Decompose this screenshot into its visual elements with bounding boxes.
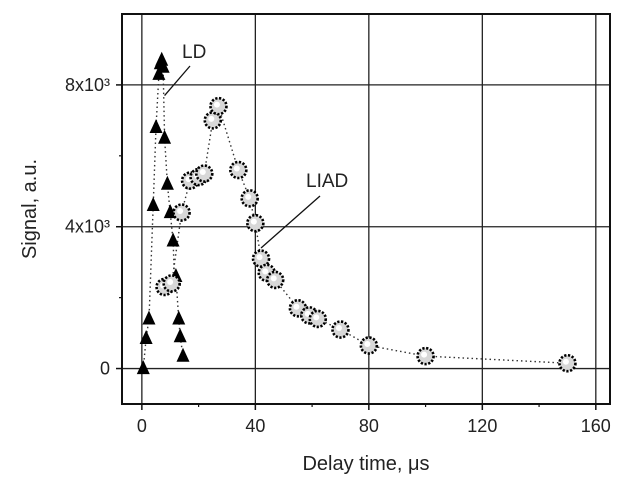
series-line-liad — [164, 104, 568, 364]
axis-ticks: 0 40 80 120 160 0 4x10³ 8x10³ — [65, 75, 611, 436]
point-liad-18 — [359, 336, 379, 355]
point-liad-20 — [558, 353, 577, 373]
point-ld-0 — [136, 360, 150, 375]
point-liad-11 — [251, 249, 271, 268]
point-ld-5 — [152, 65, 166, 80]
x-tick-label-160: 160 — [581, 416, 611, 436]
x-tick-label-80: 80 — [359, 416, 379, 436]
point-liad-6 — [203, 111, 223, 130]
point-ld-15 — [172, 310, 186, 325]
point-liad-10 — [246, 213, 265, 233]
point-ld-16 — [173, 328, 187, 343]
point-ld-4 — [149, 119, 163, 134]
x-tick-label-40: 40 — [245, 416, 265, 436]
point-liad-13 — [265, 270, 285, 290]
series-lines — [142, 57, 568, 369]
point-ld-7 — [155, 51, 169, 66]
y-tick-label-0: 0 — [100, 359, 110, 379]
point-ld-2 — [142, 310, 156, 325]
point-ld-9 — [158, 129, 172, 144]
x-axis-title: Delay time, μs — [302, 453, 429, 475]
annotation-arrow-ld — [164, 65, 191, 96]
point-liad-2 — [172, 203, 191, 222]
y-tick-label-8000: 8x10³ — [65, 75, 110, 95]
point-ld-8 — [156, 58, 170, 73]
annotations: LD LIAD — [164, 42, 348, 249]
point-ld-12 — [166, 232, 180, 247]
point-liad-1 — [162, 274, 181, 293]
point-ld-10 — [160, 175, 174, 190]
y-tick-label-4000: 4x10³ — [65, 217, 110, 237]
x-tick-label-120: 120 — [467, 416, 497, 436]
annotation-label-ld: LD — [182, 42, 206, 63]
point-liad-5 — [194, 164, 214, 183]
grid — [122, 14, 610, 404]
point-liad-9 — [240, 189, 259, 208]
y-axis-title: Signal, a.u. — [19, 159, 41, 259]
annotation-arrow-liad — [260, 195, 321, 249]
point-ld-1 — [139, 330, 153, 345]
series-points — [136, 51, 577, 375]
point-liad-16 — [308, 309, 328, 329]
plot-area-frame — [121, 13, 611, 405]
point-liad-8 — [229, 160, 248, 180]
point-liad-7 — [209, 96, 228, 116]
point-ld-17 — [176, 347, 190, 362]
point-liad-17 — [331, 320, 350, 339]
annotation-label-liad: LIAD — [306, 171, 348, 192]
point-liad-19 — [416, 346, 435, 366]
x-tick-label-0: 0 — [137, 416, 147, 436]
point-ld-3 — [146, 197, 160, 212]
